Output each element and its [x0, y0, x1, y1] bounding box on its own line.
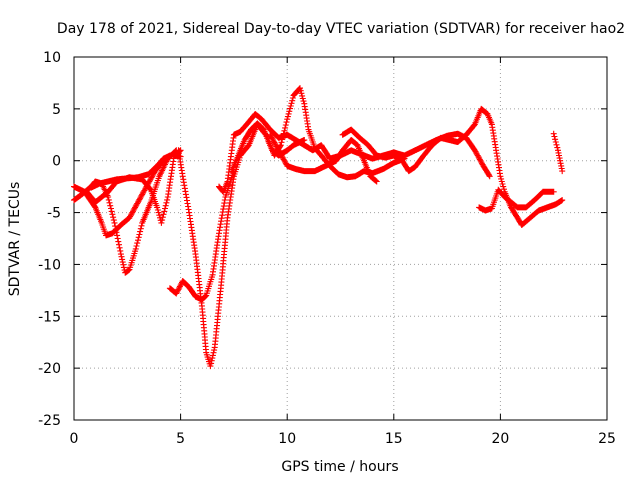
- y-tick-label: 0: [52, 154, 61, 170]
- plot-frame: [73, 56, 608, 421]
- y-axis-label: SDTVAR / TECUs: [7, 182, 23, 297]
- x-tick-label: 20: [491, 431, 509, 447]
- y-tick-label: -15: [38, 309, 61, 325]
- data-layer: [71, 85, 566, 370]
- y-tick-label: 10: [43, 50, 61, 66]
- grid-layer: [74, 57, 607, 420]
- y-tick-label: -5: [47, 206, 61, 222]
- x-axis-label: GPS time / hours: [281, 459, 398, 475]
- data-series-trace-10: [339, 105, 566, 228]
- data-markers: [550, 130, 566, 175]
- data-markers: [267, 131, 380, 185]
- data-series-trace-9: [267, 131, 380, 185]
- x-tick-label: 25: [598, 431, 616, 447]
- y-tick-label: -10: [38, 257, 61, 273]
- x-tick-label: 5: [176, 431, 185, 447]
- y-tick-label: -20: [38, 361, 61, 377]
- x-tick-label: 10: [278, 431, 296, 447]
- chart-title: Day 178 of 2021, Sidereal Day-to-day VTE…: [57, 21, 625, 37]
- y-tick-label: 5: [52, 102, 61, 118]
- data-series-trace-11: [476, 186, 557, 214]
- x-tick-label: 15: [385, 431, 403, 447]
- y-tick-labels: -25 -20 -15 -10 -5 0 5 10: [38, 50, 61, 429]
- y-tick-label: -25: [38, 413, 61, 429]
- data-markers: [88, 152, 173, 191]
- data-markers: [476, 186, 557, 214]
- tick-layer: [73, 56, 608, 421]
- data-series-trace-12: [550, 130, 566, 175]
- data-markers: [339, 105, 566, 228]
- x-tick-label: 0: [70, 431, 79, 447]
- data-series-trace-4: [88, 152, 173, 191]
- x-tick-labels: 0 5 10 15 20 25: [70, 431, 616, 447]
